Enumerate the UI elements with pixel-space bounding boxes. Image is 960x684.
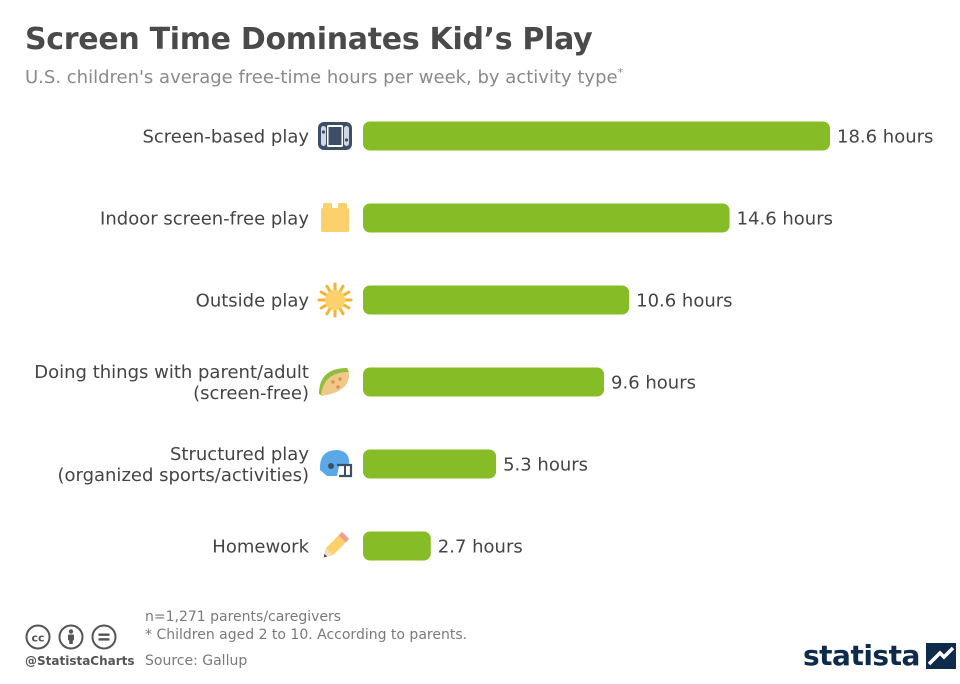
- sun-icon: [317, 282, 353, 318]
- age-note: * Children aged 2 to 10. According to pa…: [145, 627, 468, 643]
- bar: [363, 285, 630, 315]
- chart-title: Screen Time Dominates Kid’s Play: [25, 22, 593, 57]
- category-label: (screen-free): [193, 383, 309, 404]
- sample-note: n=1,271 parents/caregivers: [145, 609, 342, 625]
- football-helmet-icon: [319, 450, 353, 478]
- cc-icon: cc: [25, 624, 51, 650]
- category-label: Indoor screen-free play: [100, 209, 309, 230]
- statista-logo-icon: [925, 642, 956, 669]
- bar: [363, 449, 497, 479]
- bar-chart: 18.6 hours Screen-based play 14.6 hours Ind…: [34, 121, 933, 561]
- no-derivatives-icon: [91, 624, 117, 650]
- category-label: Outside play: [196, 291, 310, 312]
- attribution-icon: [58, 624, 84, 650]
- category-label: Structured play: [170, 444, 309, 465]
- value-label: 18.6 hours: [837, 127, 933, 148]
- license-icons: cc: [25, 624, 119, 655]
- category-label: Homework: [212, 537, 309, 558]
- source-note: Source: Gallup: [145, 653, 248, 669]
- statista-handle: @StatistaCharts: [25, 654, 135, 668]
- statista-logo: statista: [803, 639, 956, 672]
- value-label: 2.7 hours: [438, 537, 523, 558]
- category-label: Doing things with parent/adult: [34, 362, 309, 383]
- subtitle-footnote-mark: *: [617, 66, 624, 79]
- value-label: 5.3 hours: [503, 455, 588, 476]
- value-label: 14.6 hours: [737, 209, 833, 230]
- chart-subtitle: U.S. children's average free-time hours …: [25, 66, 624, 88]
- game-console-icon: [318, 122, 352, 150]
- svg-text:cc: cc: [31, 632, 44, 645]
- value-label: 9.6 hours: [611, 373, 696, 394]
- taco-icon: [319, 368, 350, 396]
- value-label: 10.6 hours: [636, 291, 732, 312]
- bar: [363, 531, 431, 561]
- bar: [363, 203, 730, 233]
- toy-block-icon: [321, 203, 349, 232]
- statista-logo-text: statista: [803, 639, 920, 672]
- pencil-icon: [323, 531, 350, 558]
- bar: [363, 367, 605, 397]
- category-label: (organized sports/activities): [57, 465, 309, 486]
- bar: [363, 121, 830, 151]
- category-label: Screen-based play: [142, 127, 309, 148]
